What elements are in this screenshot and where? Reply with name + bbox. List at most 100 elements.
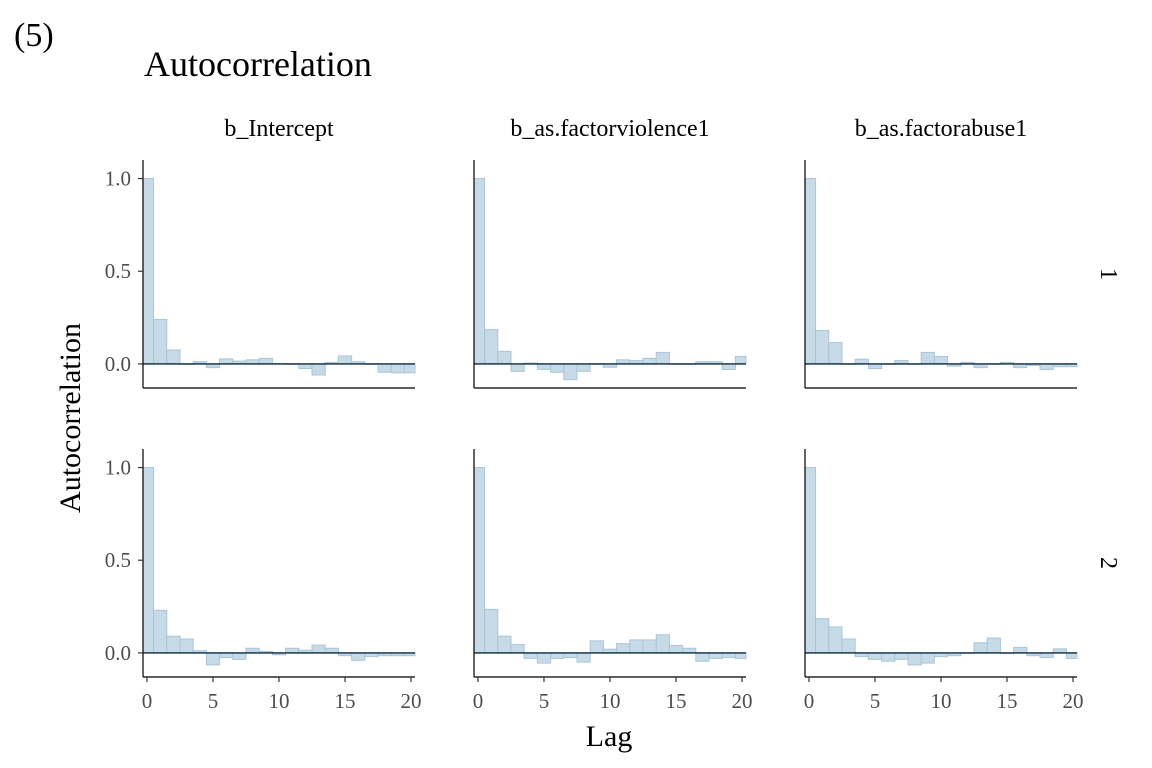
acf-bar bbox=[841, 638, 856, 654]
acf-bar bbox=[258, 357, 273, 365]
panel-grid: b_Intercept b_as.factorviolence1 b_as.fact… bbox=[105, 116, 1121, 713]
acf-panel bbox=[804, 160, 1078, 389]
acf-bar bbox=[311, 644, 326, 654]
x-tick-label: 10 bbox=[269, 689, 290, 713]
acf-bar bbox=[734, 652, 747, 659]
acf-bar bbox=[973, 642, 988, 654]
acf-bar bbox=[1013, 646, 1028, 654]
x-tick-label: 10 bbox=[600, 689, 621, 713]
y-axis-title: Autocorrelation bbox=[54, 323, 87, 513]
acf-bar bbox=[232, 652, 247, 660]
acf-bar bbox=[695, 652, 710, 662]
acf-bar bbox=[708, 652, 723, 659]
acf-bar bbox=[205, 652, 221, 666]
x-tick-label: 10 bbox=[931, 689, 952, 713]
x-tick-label: 15 bbox=[997, 689, 1018, 713]
x-tick-label: 5 bbox=[870, 689, 881, 713]
acf-bar bbox=[311, 363, 326, 376]
acf-bar bbox=[986, 637, 1001, 654]
y-tick-label: 0.5 bbox=[105, 548, 131, 572]
acf-bar bbox=[642, 357, 657, 365]
acf-bar bbox=[550, 652, 565, 659]
figure-tag: (5) bbox=[14, 17, 54, 54]
x-tick-label: 0 bbox=[142, 689, 153, 713]
acf-bar bbox=[642, 639, 657, 654]
x-tick-label: 0 bbox=[473, 689, 484, 713]
acf-bar bbox=[153, 318, 168, 365]
y-tick-label: 1.0 bbox=[105, 456, 131, 480]
acf-bar bbox=[563, 363, 578, 381]
acf-bar bbox=[576, 652, 591, 663]
acf-bar bbox=[734, 355, 747, 365]
x-tick-label: 20 bbox=[732, 689, 753, 713]
acf-bar bbox=[166, 635, 181, 654]
acf-panel: 0.0 0.5 1.0 0 5 10 15 20 bbox=[105, 449, 422, 713]
acf-bar bbox=[655, 351, 670, 365]
acf-bar bbox=[484, 329, 499, 365]
acf-bar bbox=[894, 652, 909, 660]
acf-bar bbox=[589, 640, 604, 654]
acf-bar bbox=[219, 358, 234, 365]
acf-bar bbox=[629, 639, 644, 654]
acf-bar bbox=[536, 652, 552, 664]
y-tick-label: 0.5 bbox=[105, 259, 131, 283]
y-tick-label: 0.0 bbox=[105, 352, 131, 376]
facet-column-label: b_as.factorviolence1 bbox=[510, 116, 709, 142]
acf-bar bbox=[166, 349, 181, 365]
y-tick-label: 1.0 bbox=[105, 167, 131, 191]
acf-bar bbox=[804, 467, 817, 654]
acf-bar bbox=[804, 178, 817, 365]
x-tick-label: 5 bbox=[208, 689, 219, 713]
x-tick-label: 0 bbox=[804, 689, 815, 713]
acf-bar bbox=[473, 467, 486, 654]
chart-title: Autocorrelation bbox=[144, 44, 372, 84]
x-tick-label: 15 bbox=[335, 689, 356, 713]
acf-bar bbox=[721, 363, 736, 370]
acf-bar bbox=[153, 609, 168, 654]
acf-bar bbox=[351, 652, 366, 661]
acf-bar bbox=[497, 350, 512, 365]
acf-bar bbox=[920, 652, 935, 664]
acf-bar bbox=[815, 330, 830, 365]
acf-bar bbox=[510, 363, 525, 372]
acf-bar bbox=[828, 626, 843, 654]
acf-bar bbox=[337, 355, 353, 365]
acf-bar bbox=[179, 638, 194, 654]
acf-panel: 0 5 10 15 20 bbox=[473, 449, 753, 713]
acf-bar bbox=[550, 363, 565, 373]
acf-bar bbox=[403, 363, 416, 374]
acf-bar bbox=[867, 652, 883, 660]
x-tick-label: 20 bbox=[1063, 689, 1084, 713]
x-tick-label: 5 bbox=[539, 689, 550, 713]
acf-bar bbox=[523, 652, 538, 659]
acf-bar bbox=[1039, 363, 1054, 370]
acf-bar bbox=[377, 363, 392, 373]
acf-bar bbox=[536, 363, 552, 370]
x-axis-title: Lag bbox=[586, 720, 633, 753]
acf-panel: 0.0 0.5 1.0 bbox=[105, 160, 416, 389]
facet-row-label: 2 bbox=[1095, 557, 1121, 569]
acf-panel: 0 5 10 15 20 bbox=[804, 449, 1084, 713]
acf-bar bbox=[616, 643, 631, 654]
acf-bar bbox=[668, 644, 684, 654]
y-tick-label: 0.0 bbox=[105, 641, 131, 665]
acf-bar bbox=[142, 178, 155, 365]
acf-bar bbox=[655, 634, 670, 654]
acf-panel bbox=[473, 160, 747, 389]
acf-bar bbox=[473, 178, 486, 365]
acf-bar bbox=[881, 652, 896, 662]
acf-bar bbox=[907, 652, 922, 666]
facet-column-label: b_as.factorabuse1 bbox=[855, 116, 1028, 142]
acf-bar bbox=[390, 363, 405, 374]
acf-bar bbox=[497, 635, 512, 654]
x-tick-label: 20 bbox=[401, 689, 422, 713]
acf-bar bbox=[484, 608, 499, 654]
acf-bar bbox=[142, 467, 155, 654]
acf-bar bbox=[920, 351, 935, 365]
acf-bar bbox=[576, 363, 591, 372]
acf-bar bbox=[828, 342, 843, 365]
x-tick-label: 15 bbox=[666, 689, 687, 713]
acf-bar bbox=[1065, 652, 1078, 659]
facet-row-label: 1 bbox=[1095, 268, 1121, 280]
